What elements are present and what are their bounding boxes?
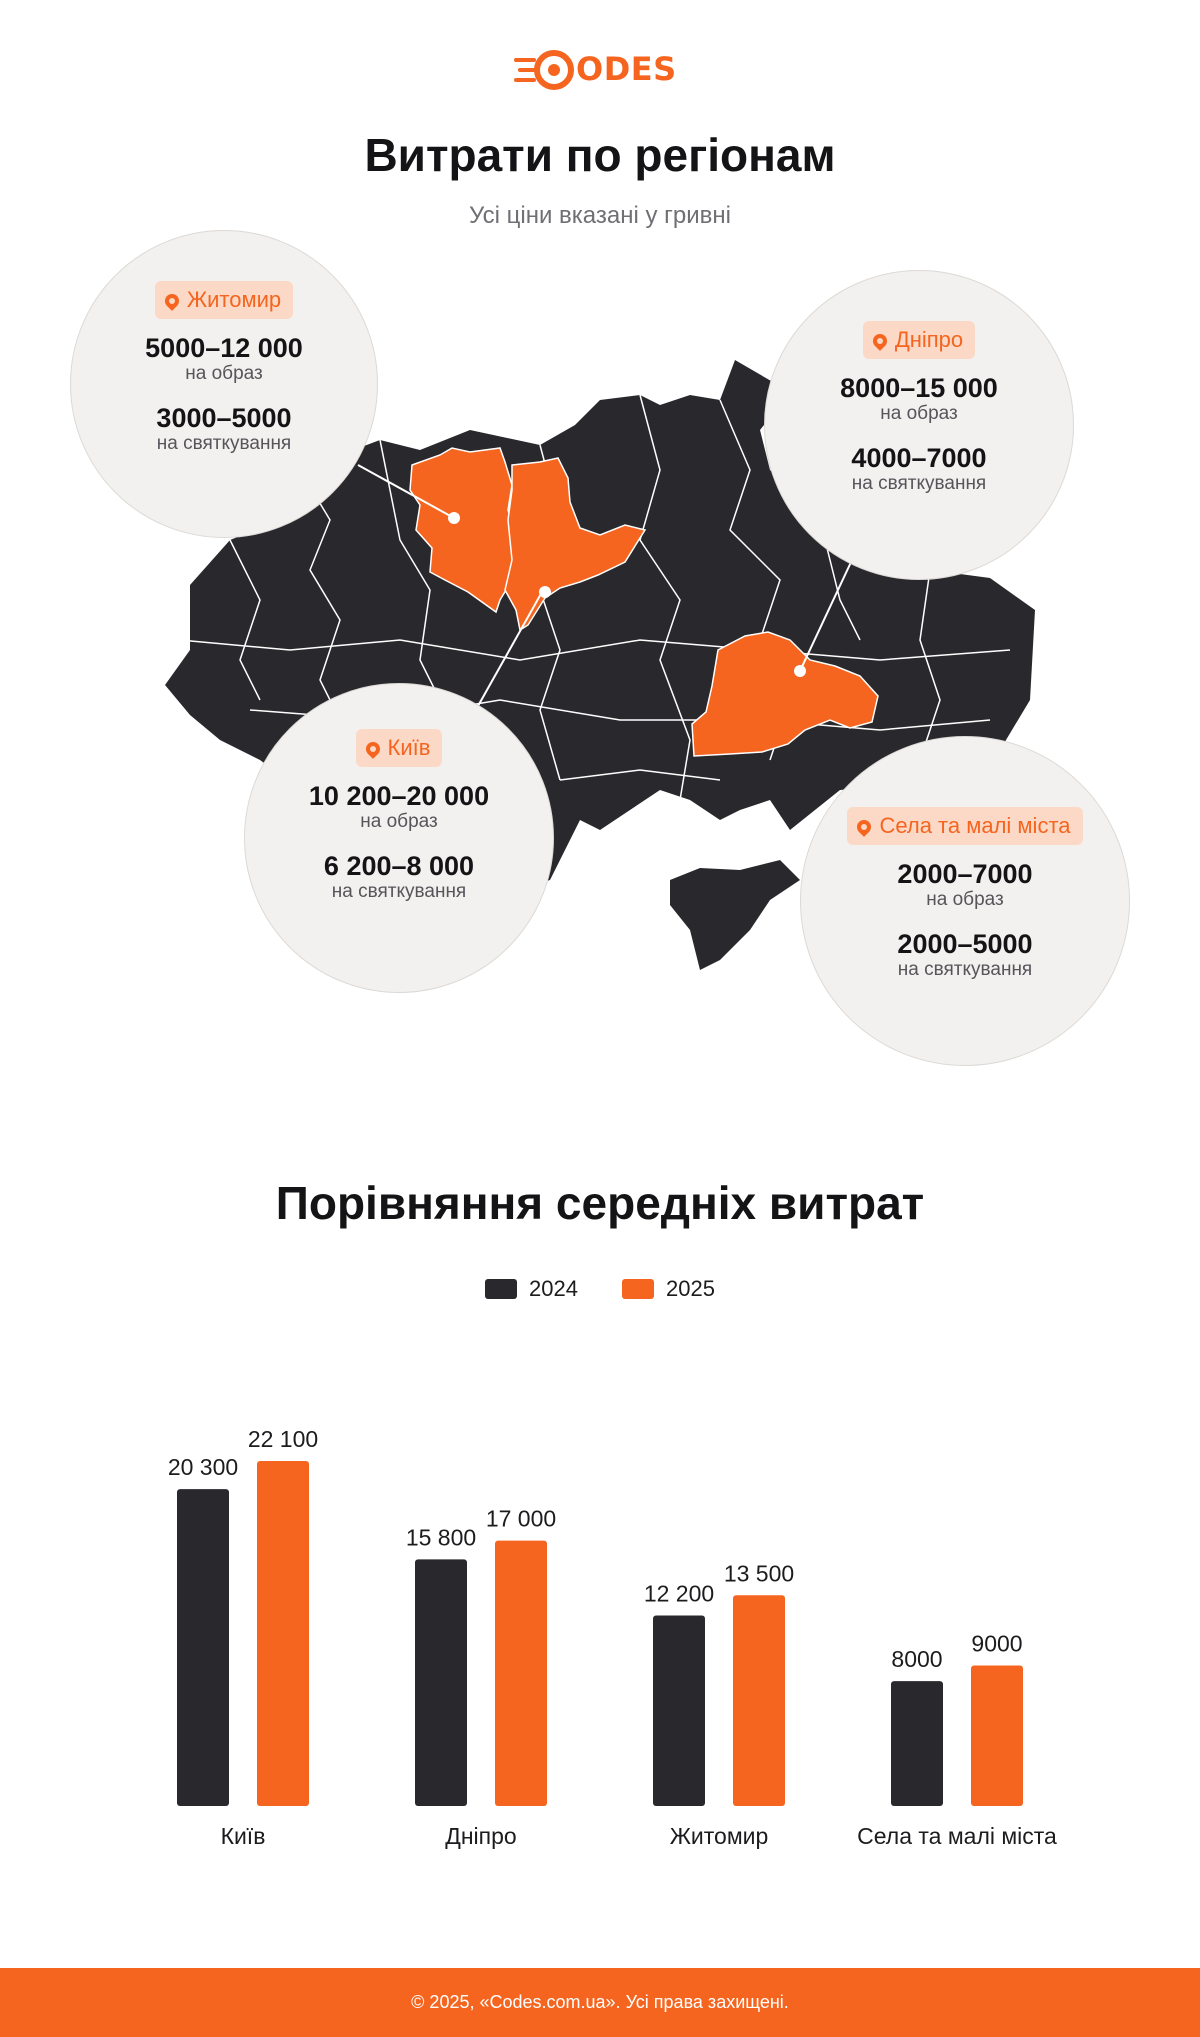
region-tag: Села та малі міста — [847, 807, 1083, 845]
marker-kyiv — [539, 586, 551, 598]
location-pin-icon — [854, 817, 875, 837]
bar-value-label: 9000 — [971, 1631, 1022, 1657]
price-image-unit: на образ — [880, 403, 958, 424]
bar-value-label: 8000 — [891, 1646, 942, 1672]
legend-swatch-2024 — [485, 1279, 518, 1299]
crimea-shape — [670, 860, 800, 970]
connector-lines — [357, 464, 853, 707]
bar-value-label: 22 100 — [248, 1426, 318, 1452]
bar-value-label: 15 800 — [406, 1524, 476, 1550]
legend-item-2024: 2024 — [485, 1276, 578, 1302]
price-image-unit: на образ — [926, 889, 1004, 910]
bar-2025-2 — [733, 1595, 785, 1806]
location-pin-icon — [869, 331, 890, 351]
region-tag: Житомир — [154, 281, 294, 319]
bar-2024-3 — [891, 1681, 943, 1806]
region-kyiv-highlight — [504, 457, 647, 632]
marker-dnipro — [794, 665, 806, 677]
price-event: 2000–5000 — [897, 929, 1033, 959]
bar-value-label: 20 300 — [168, 1454, 238, 1480]
logo-mark-icon — [514, 50, 574, 90]
price-event: 4000–7000 — [851, 443, 987, 473]
price-event-unit: на святкування — [331, 881, 467, 902]
legend-label-2025: 2025 — [666, 1276, 715, 1301]
price-image-unit: на образ — [360, 811, 438, 832]
footer-copyright: © 2025, «Codes.com.ua». Усі права захище… — [411, 1992, 789, 2012]
legend-label-2024: 2024 — [529, 1276, 578, 1301]
category-label: Дніпро — [445, 1823, 516, 1849]
page-title: Витрати по регіонам — [364, 129, 836, 181]
price-event-unit: на святкування — [156, 433, 292, 454]
legend-swatch-2025 — [622, 1279, 654, 1299]
category-label: Села та малі міста — [857, 1823, 1057, 1849]
bar-value-label: 12 200 — [644, 1581, 714, 1607]
region-dnipro-highlight — [691, 631, 879, 757]
bar-chart: 20 300 22 100 Київ 15 800 17 000 Дніпро 12 200… — [168, 1426, 1057, 1849]
price-image: 5000–12 000 — [145, 333, 303, 363]
comparison-title: Порівняння середніх витрат — [275, 1177, 925, 1229]
bar-2025-1 — [495, 1540, 547, 1806]
location-pin-icon — [362, 739, 383, 759]
region-card-zhytomyr: Житомир 5000–12 000 на образ 3000–5000 н… — [70, 230, 378, 538]
logo-text: ODES — [576, 50, 677, 88]
bar-2024-1 — [415, 1559, 467, 1806]
region-card-dnipro: Дніпро 8000–15 000 на образ 4000–7000 на… — [764, 270, 1074, 580]
category-label: Житомир — [670, 1823, 769, 1849]
marker-zhytomyr — [448, 512, 460, 524]
price-image: 2000–7000 — [897, 859, 1033, 889]
legend-item-2025: 2025 — [622, 1276, 715, 1302]
chart-legend: 2024 2025 — [0, 1276, 1200, 1302]
price-image-unit: на образ — [185, 363, 263, 384]
category-label: Київ — [221, 1823, 266, 1849]
price-event-unit: на святкування — [851, 473, 987, 494]
bar-value-label: 13 500 — [724, 1560, 794, 1586]
footer: © 2025, «Codes.com.ua». Усі права захище… — [0, 1968, 1200, 2037]
region-card-kyiv: Київ 10 200–20 000 на образ 6 200–8 000 … — [244, 683, 554, 993]
bar-2025-3 — [971, 1665, 1023, 1806]
location-pin-icon — [161, 291, 182, 311]
price-event: 3000–5000 — [156, 403, 292, 433]
bar-2024-2 — [653, 1615, 705, 1806]
bar-2024-0 — [177, 1489, 229, 1806]
page-subtitle: Усі ціни вказані у гривні — [468, 202, 732, 229]
region-tag: Київ — [355, 729, 443, 767]
price-event: 6 200–8 000 — [323, 851, 475, 881]
price-image: 8000–15 000 — [840, 373, 998, 403]
region-tag: Дніпро — [862, 321, 976, 359]
region-card-villages: Села та малі міста 2000–7000 на образ 20… — [800, 736, 1130, 1066]
price-event-unit: на святкування — [897, 959, 1033, 980]
price-image: 10 200–20 000 — [308, 781, 490, 811]
codes-logo[interactable]: ODES — [514, 48, 686, 92]
bar-2025-0 — [257, 1461, 309, 1806]
bar-value-label: 17 000 — [486, 1506, 556, 1532]
